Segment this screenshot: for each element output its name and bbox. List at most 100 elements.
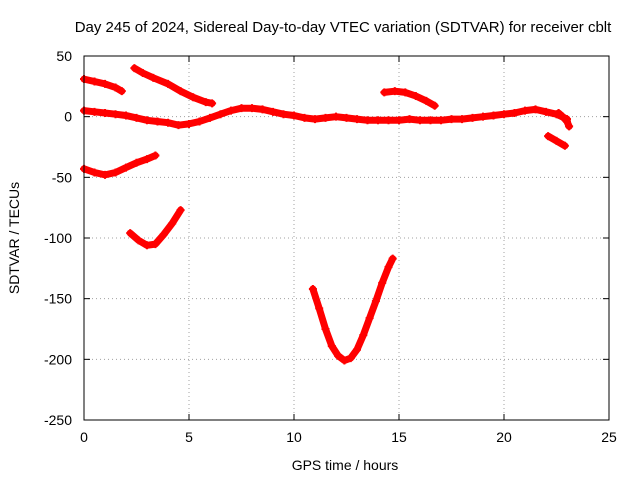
- data-point: [552, 136, 561, 145]
- data-point: [353, 345, 361, 354]
- x-tick-label: 5: [185, 429, 193, 445]
- data-point: [122, 163, 130, 172]
- x-axis-label: GPS time / hours: [292, 457, 399, 473]
- data-point: [176, 206, 185, 215]
- data-point: [416, 116, 424, 125]
- data-point: [321, 113, 330, 122]
- data-point: [371, 297, 380, 306]
- series-end-spur: [554, 109, 574, 131]
- data-point: [479, 112, 487, 121]
- data-point: [544, 132, 553, 141]
- data-point: [405, 115, 414, 124]
- data-point: [363, 116, 372, 125]
- y-tick-label: -150: [44, 291, 72, 307]
- data-point: [300, 113, 309, 122]
- data-point: [130, 64, 139, 73]
- data-point: [216, 110, 225, 119]
- x-tick-label: 10: [286, 429, 302, 445]
- data-point: [563, 117, 571, 126]
- data-point: [447, 115, 456, 124]
- y-tick-label: 0: [64, 109, 72, 125]
- chart-title: Day 245 of 2024, Sidereal Day-to-day VTE…: [75, 19, 612, 36]
- series-arc-4: [126, 206, 185, 250]
- series-arc-7: [544, 132, 569, 150]
- series-arc-3: [80, 151, 160, 179]
- data-point: [426, 116, 435, 125]
- data-point: [111, 110, 120, 119]
- data-point: [560, 141, 569, 150]
- data-point: [422, 96, 431, 105]
- y-tick-label: -200: [44, 351, 72, 367]
- data-point: [149, 73, 158, 82]
- data-point: [90, 77, 99, 86]
- data-point: [374, 116, 382, 125]
- data-point: [237, 104, 246, 113]
- data-point: [151, 240, 160, 249]
- series-near-zero-band: [80, 104, 571, 130]
- data-point: [353, 115, 361, 124]
- series-line: [309, 255, 397, 364]
- y-tick-label: -100: [44, 230, 72, 246]
- x-tick-label: 20: [496, 429, 512, 445]
- data-point: [384, 116, 393, 125]
- data-point: [554, 109, 563, 118]
- data-point: [143, 116, 151, 125]
- data-point: [206, 113, 214, 122]
- data-point: [258, 105, 267, 114]
- data-point: [132, 113, 141, 122]
- data-point: [153, 117, 162, 126]
- data-point: [174, 121, 183, 130]
- data-point: [332, 112, 340, 121]
- data-point: [521, 106, 529, 115]
- data-point: [101, 79, 109, 88]
- data-point: [359, 331, 368, 340]
- data-point: [143, 155, 151, 164]
- data-point: [531, 105, 540, 114]
- data-point: [164, 79, 172, 88]
- data-point: [334, 351, 343, 360]
- data-point: [365, 314, 374, 323]
- series-arc-6: [380, 87, 439, 110]
- data-point: [189, 93, 198, 102]
- data-point: [510, 109, 519, 118]
- data-point: [315, 304, 324, 313]
- data-point: [117, 87, 126, 96]
- data-point: [327, 341, 336, 350]
- data-point: [500, 110, 508, 119]
- data-point: [565, 122, 574, 131]
- data-point: [340, 356, 349, 365]
- data-point: [168, 219, 177, 228]
- data-point: [134, 236, 143, 245]
- data-point: [159, 230, 168, 239]
- data-point: [111, 83, 120, 92]
- data-point: [132, 158, 141, 167]
- y-axis-ticks: 50 0 -50 -100 -150 -200 -250: [44, 48, 609, 428]
- y-tick-label: -250: [44, 412, 72, 428]
- y-tick-label: -50: [52, 169, 72, 185]
- y-tick-label: 50: [56, 48, 72, 64]
- data-series: [80, 64, 574, 365]
- data-point: [279, 110, 288, 119]
- x-axis-ticks: 0 5 10 15 20 25: [80, 56, 617, 445]
- data-point: [90, 168, 99, 177]
- data-point: [390, 87, 399, 96]
- data-point: [411, 92, 420, 101]
- data-point: [176, 87, 185, 96]
- data-point: [558, 112, 567, 121]
- data-point: [468, 113, 477, 122]
- data-point: [101, 170, 109, 179]
- data-point: [290, 111, 298, 120]
- data-point: [395, 116, 403, 125]
- data-point: [542, 107, 550, 116]
- series-line: [555, 109, 573, 130]
- data-point: [401, 88, 410, 97]
- data-point: [342, 113, 351, 122]
- data-point: [384, 263, 393, 272]
- data-point: [388, 254, 397, 263]
- data-point: [195, 117, 204, 126]
- data-point: [111, 168, 120, 177]
- data-point: [458, 115, 466, 124]
- data-point: [101, 109, 109, 118]
- series-arc-1: [80, 75, 126, 96]
